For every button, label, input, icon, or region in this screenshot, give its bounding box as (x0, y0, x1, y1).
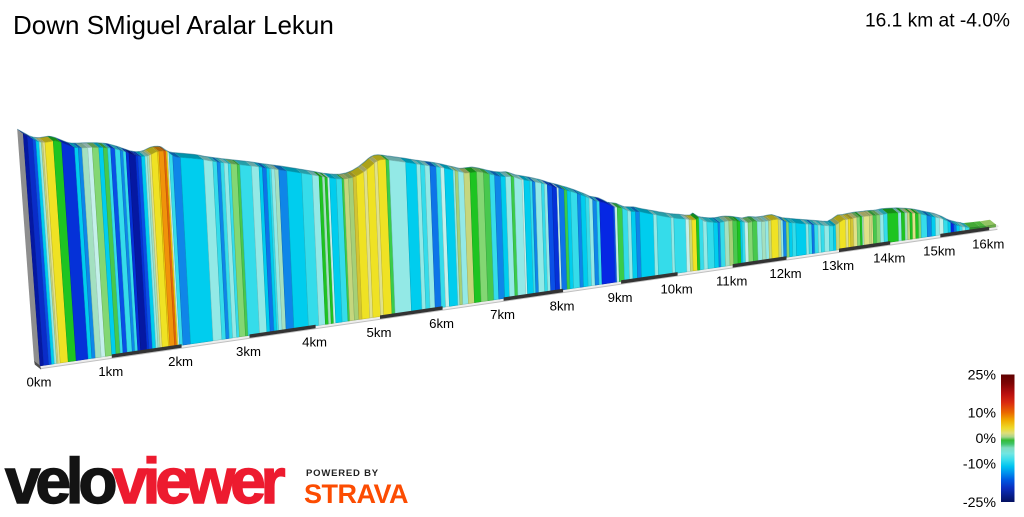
svg-text:10%: 10% (968, 406, 997, 422)
svg-text:0%: 0% (975, 431, 996, 447)
svg-text:16.1 km at -4.0%: 16.1 km at -4.0% (865, 11, 1010, 32)
svg-text:4km: 4km (302, 334, 327, 349)
svg-text:POWERED BY: POWERED BY (306, 468, 379, 479)
svg-text:14km: 14km (873, 251, 905, 266)
svg-text:Down SMiguel Aralar Lekun: Down SMiguel Aralar Lekun (13, 10, 334, 40)
svg-text:8km: 8km (550, 298, 575, 313)
svg-text:veloviewer: veloviewer (5, 445, 285, 512)
svg-text:13km: 13km (822, 258, 854, 273)
svg-text:12km: 12km (769, 266, 801, 281)
svg-text:0km: 0km (27, 374, 52, 389)
svg-text:7km: 7km (490, 307, 515, 322)
svg-text:9km: 9km (608, 290, 633, 305)
svg-text:5km: 5km (367, 325, 392, 340)
svg-text:-25%: -25% (963, 495, 997, 511)
svg-text:15km: 15km (923, 243, 955, 258)
svg-text:10km: 10km (660, 282, 692, 297)
svg-text:2km: 2km (168, 354, 193, 369)
svg-text:3km: 3km (236, 344, 261, 359)
svg-text:6km: 6km (429, 316, 454, 331)
svg-text:16km: 16km (972, 236, 1004, 251)
svg-text:-10%: -10% (963, 457, 997, 473)
svg-text:STRAVA: STRAVA (304, 479, 408, 509)
svg-text:11km: 11km (716, 274, 747, 289)
svg-text:25%: 25% (968, 367, 997, 383)
svg-text:1km: 1km (98, 364, 123, 379)
